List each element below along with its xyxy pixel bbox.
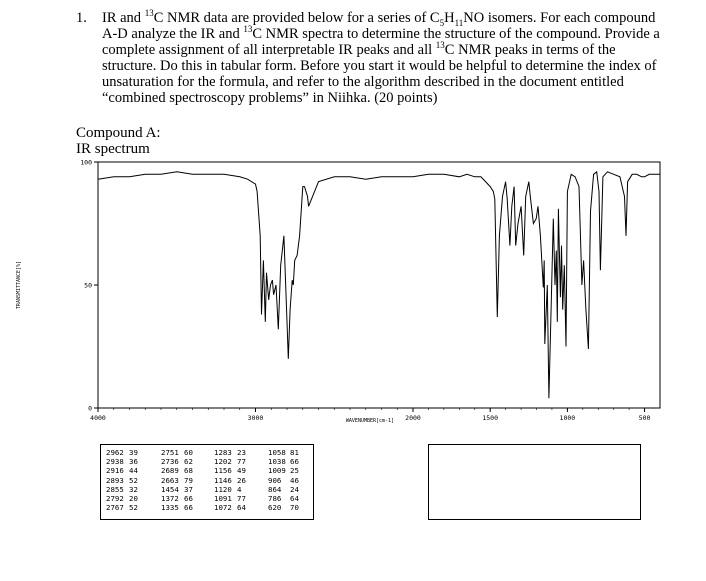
peak-table-cell: 1058 [268,448,286,457]
peak-wavenumber-column: 2751 2736 2689 2663 1454 1372 1335 [161,448,179,512]
peak-table-cell: 81 [290,448,299,457]
peak-table-cell: 2689 [161,466,179,476]
peak-table-cell: 2736 [161,457,179,467]
question-text-part: C NMR data are provided below for a seri… [153,10,440,26]
y-tick-label: 100 [80,159,92,167]
peak-table-cell: 24 [290,484,299,494]
peak-table-cell: 864 [268,484,282,494]
peak-intensity-column: 23 77 49 26 4 77 64 [237,448,246,512]
peak-table-cell: 20 [129,494,138,504]
peak-table-cell: 1091 [214,494,232,504]
x-tick-label: 3000 [248,414,264,422]
peak-table-cell: 1454 [161,484,179,494]
peak-table-cell: 64 [237,503,246,513]
ir-spectrum-chart: 0 50 100 4000 3000 2000 1500 1000 500 WAVENUMBER[… [16,159,661,424]
question-text-part: IR and [102,10,145,26]
question-text: IR and 13C NMR data are provided below f… [102,8,662,106]
peak-table-cell: 66 [184,503,193,513]
peak-intensity-column: 81 66 25 46 24 64 70 [290,448,299,512]
peak-table-cell: 46 [290,475,299,485]
peak-table-cell: 70 [290,503,299,513]
peak-table-cell: 37 [184,484,193,494]
peak-table-cell: 64 [290,494,299,504]
peak-wavenumber-column: 1058 1038 1009 906 864 786 620 [268,448,286,512]
question-text-part: 13 [435,40,445,51]
peak-table-cell: 2663 [161,475,179,485]
x-tick-label: 4000 [90,414,106,422]
question-text-part: 11 [454,17,464,28]
plot-frame [97,161,661,409]
peak-table-cell: 4 [237,484,242,494]
peak-table-cell: 23 [237,448,246,457]
question-text-part: 13 [144,8,154,19]
question-text-part: C NMR peaks in terms of the structure. D… [102,42,657,106]
peak-table-cell: 2767 [106,503,124,513]
x-tick-label: 1500 [482,414,498,422]
peak-table-cell: 25 [290,466,299,476]
peak-table-cell: 620 [268,503,282,513]
y-axis-label: TRANSMITTANCE[%] [16,261,22,309]
peak-table-cell: 2893 [106,475,124,485]
y-tick-label: 0 [88,405,92,413]
peak-table-cell: 49 [237,466,246,476]
peak-table-cell: 2962 [106,448,124,457]
spectrum-heading: IR spectrum [76,141,150,157]
peak-table-cell: 1202 [214,457,232,467]
x-axis-label: WAVENUMBER[cm-1] [346,418,394,424]
peak-table-cell: 77 [237,457,246,467]
answer-box [428,444,641,520]
peak-table-cell: 66 [184,494,193,504]
peak-table-cell: 2916 [106,466,124,476]
peak-table-cell: 1146 [214,475,232,485]
question-text-part: H [444,10,455,26]
peak-table-cell: 2938 [106,457,124,467]
y-tick-label: 50 [84,282,92,290]
peak-table-cell: 786 [268,494,282,504]
peak-table-cell: 1038 [268,457,286,467]
question-number: 1. [76,10,87,26]
peak-table-cell: 36 [129,457,138,467]
question-text-part: 13 [243,24,253,35]
x-tick-label: 1000 [560,414,576,422]
peak-table-cell: 77 [237,494,246,504]
peak-table-cell: 1283 [214,448,232,457]
peak-wavenumber-column: 2962 2938 2916 2893 2855 2792 2767 [106,448,124,512]
question-text-part: NO isomers. For each compound A-D analyz… [102,10,656,42]
peak-table: 2962 2938 2916 2893 2855 2792 2767 39 36 44 52 32 20… [100,444,314,520]
peak-table-cell: 62 [184,457,193,467]
peak-table-cell: 2792 [106,494,124,504]
x-tick-label: 500 [639,414,651,422]
peak-table-cell: 1372 [161,494,179,504]
peak-table-cell: 1335 [161,503,179,513]
peak-wavenumber-column: 1283 1202 1156 1146 1120 1091 1072 [214,448,232,512]
spectrum-line [97,170,660,399]
x-tick-label: 2000 [405,414,421,422]
question-text-part: C NMR spectra to determine the structure… [102,26,660,58]
question-text-part: 5 [439,17,445,28]
peak-table-cell: 39 [129,448,138,457]
peak-table-cell: 26 [237,475,246,485]
compound-heading: Compound A: [76,125,161,141]
peak-table-cell: 52 [129,475,138,485]
peak-table-cell: 906 [268,475,282,485]
peak-table-cell: 1156 [214,466,232,476]
peak-table-cell: 1120 [214,484,232,494]
peak-table-cell: 52 [129,503,138,513]
peak-table-cell: 32 [129,484,138,494]
peak-table-cell: 1072 [214,503,232,513]
peak-table-cell: 68 [184,466,193,476]
peak-intensity-column: 60 62 68 79 37 66 66 [184,448,193,512]
peak-table-cell: 79 [184,475,193,485]
peak-table-cell: 1009 [268,466,286,476]
peak-table-cell: 2855 [106,484,124,494]
peak-intensity-column: 39 36 44 52 32 20 52 [129,448,138,512]
peak-table-cell: 60 [184,448,193,457]
peak-table-cell: 44 [129,466,138,476]
peak-table-cell: 66 [290,457,299,467]
peak-table-cell: 2751 [161,448,179,457]
